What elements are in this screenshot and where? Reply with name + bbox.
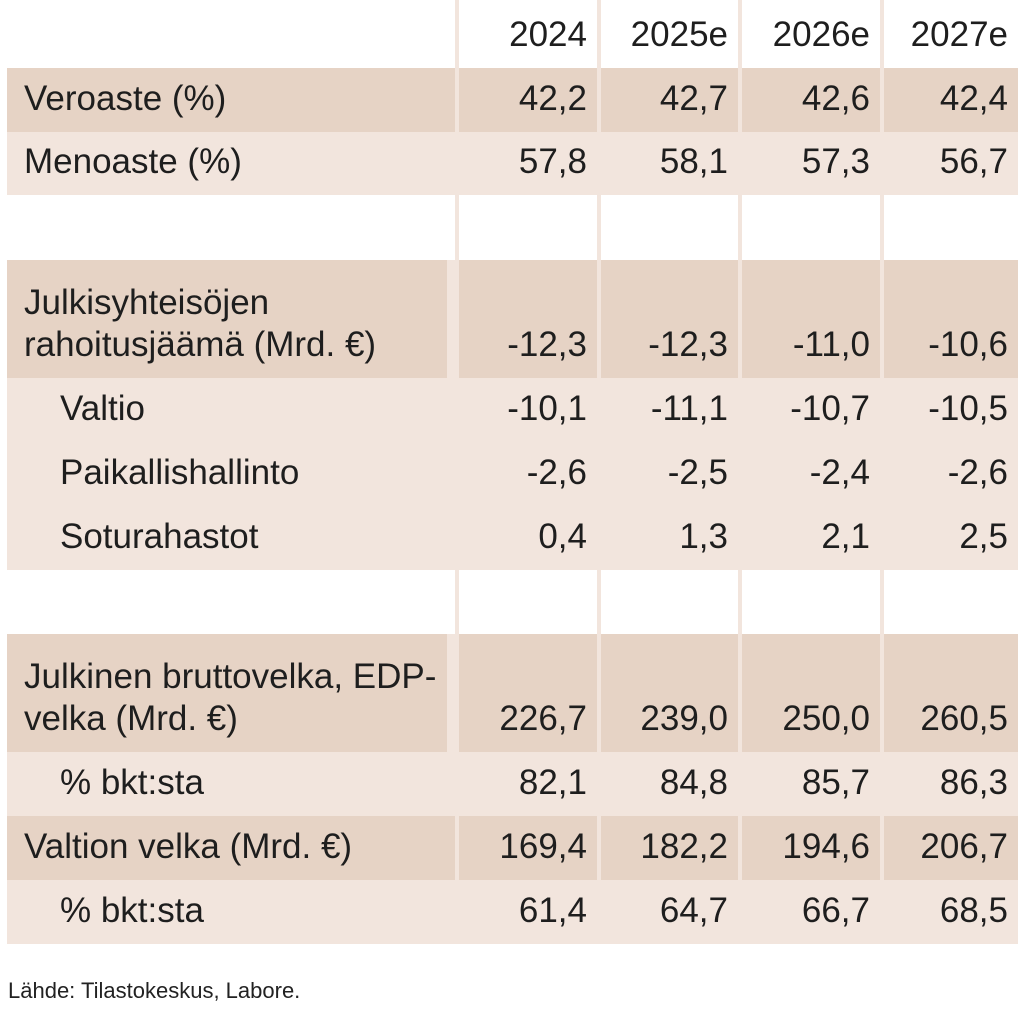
value-cell: 2,5 <box>884 506 1018 570</box>
value-cell: 2,1 <box>742 506 880 570</box>
spacer-cell <box>7 195 455 260</box>
row-label: Valtion velka (Mrd. €) <box>7 816 455 880</box>
column-header: 2025e <box>601 0 738 68</box>
value-cell: 68,5 <box>884 880 1018 944</box>
column-header: 2026e <box>742 0 880 68</box>
value-cell: 42,2 <box>459 68 597 132</box>
spacer-cell <box>884 570 1018 634</box>
value-cell: -12,3 <box>601 260 738 378</box>
value-cell: 194,6 <box>742 816 880 880</box>
spacer-cell <box>601 195 738 260</box>
row-label: % bkt:sta <box>7 752 455 816</box>
value-cell: 61,4 <box>459 880 597 944</box>
value-cell: 57,8 <box>459 132 597 195</box>
row-label: Julkinen bruttovelka, EDP-velka (Mrd. €) <box>7 634 447 752</box>
value-cell: -11,1 <box>601 378 738 442</box>
row-label: Valtio <box>7 378 455 442</box>
value-cell: -2,4 <box>742 442 880 506</box>
value-cell: 260,5 <box>884 634 1018 752</box>
value-cell: 66,7 <box>742 880 880 944</box>
row-label: % bkt:sta <box>7 880 455 944</box>
value-cell: -10,1 <box>459 378 597 442</box>
value-cell: 1,3 <box>601 506 738 570</box>
spacer-cell <box>7 570 455 634</box>
value-cell: -2,6 <box>459 442 597 506</box>
spacer-cell <box>459 195 597 260</box>
value-cell: -11,0 <box>742 260 880 378</box>
value-cell: 86,3 <box>884 752 1018 816</box>
value-cell: -10,5 <box>884 378 1018 442</box>
value-cell: 58,1 <box>601 132 738 195</box>
spacer-cell <box>459 570 597 634</box>
row-label: Paikallishallinto <box>7 442 455 506</box>
fiscal-table: 2024 2025e 2026e 2027e Veroaste (%) 42,2 42,7 4… <box>7 0 1018 944</box>
row-label: Menoaste (%) <box>7 132 455 195</box>
value-cell: -10,6 <box>884 260 1018 378</box>
value-cell: 57,3 <box>742 132 880 195</box>
value-cell: 42,7 <box>601 68 738 132</box>
value-cell: 42,4 <box>884 68 1018 132</box>
value-cell: 206,7 <box>884 816 1018 880</box>
value-cell: 42,6 <box>742 68 880 132</box>
value-cell: 182,2 <box>601 816 738 880</box>
column-header: 2027e <box>884 0 1018 68</box>
spacer-cell <box>742 195 880 260</box>
column-header: 2024 <box>459 0 597 68</box>
header-blank <box>7 0 455 68</box>
value-cell: 85,7 <box>742 752 880 816</box>
value-cell: 239,0 <box>601 634 738 752</box>
value-cell: -2,6 <box>884 442 1018 506</box>
value-cell: 56,7 <box>884 132 1018 195</box>
value-cell: -12,3 <box>459 260 597 378</box>
value-cell: 250,0 <box>742 634 880 752</box>
value-cell: 0,4 <box>459 506 597 570</box>
spacer-cell <box>742 570 880 634</box>
value-cell: -10,7 <box>742 378 880 442</box>
spacer-cell <box>601 570 738 634</box>
row-label: Julkisyhteisöjen rahoitusjäämä (Mrd. €) <box>7 260 447 378</box>
value-cell: 169,4 <box>459 816 597 880</box>
source-note: Lähde: Tilastokeskus, Labore. <box>8 978 301 1003</box>
spacer-cell <box>884 195 1018 260</box>
value-cell: 84,8 <box>601 752 738 816</box>
value-cell: 64,7 <box>601 880 738 944</box>
row-label: Soturahastot <box>7 506 455 570</box>
value-cell: 82,1 <box>459 752 597 816</box>
value-cell: -2,5 <box>601 442 738 506</box>
value-cell: 226,7 <box>459 634 597 752</box>
row-label: Veroaste (%) <box>7 68 455 132</box>
